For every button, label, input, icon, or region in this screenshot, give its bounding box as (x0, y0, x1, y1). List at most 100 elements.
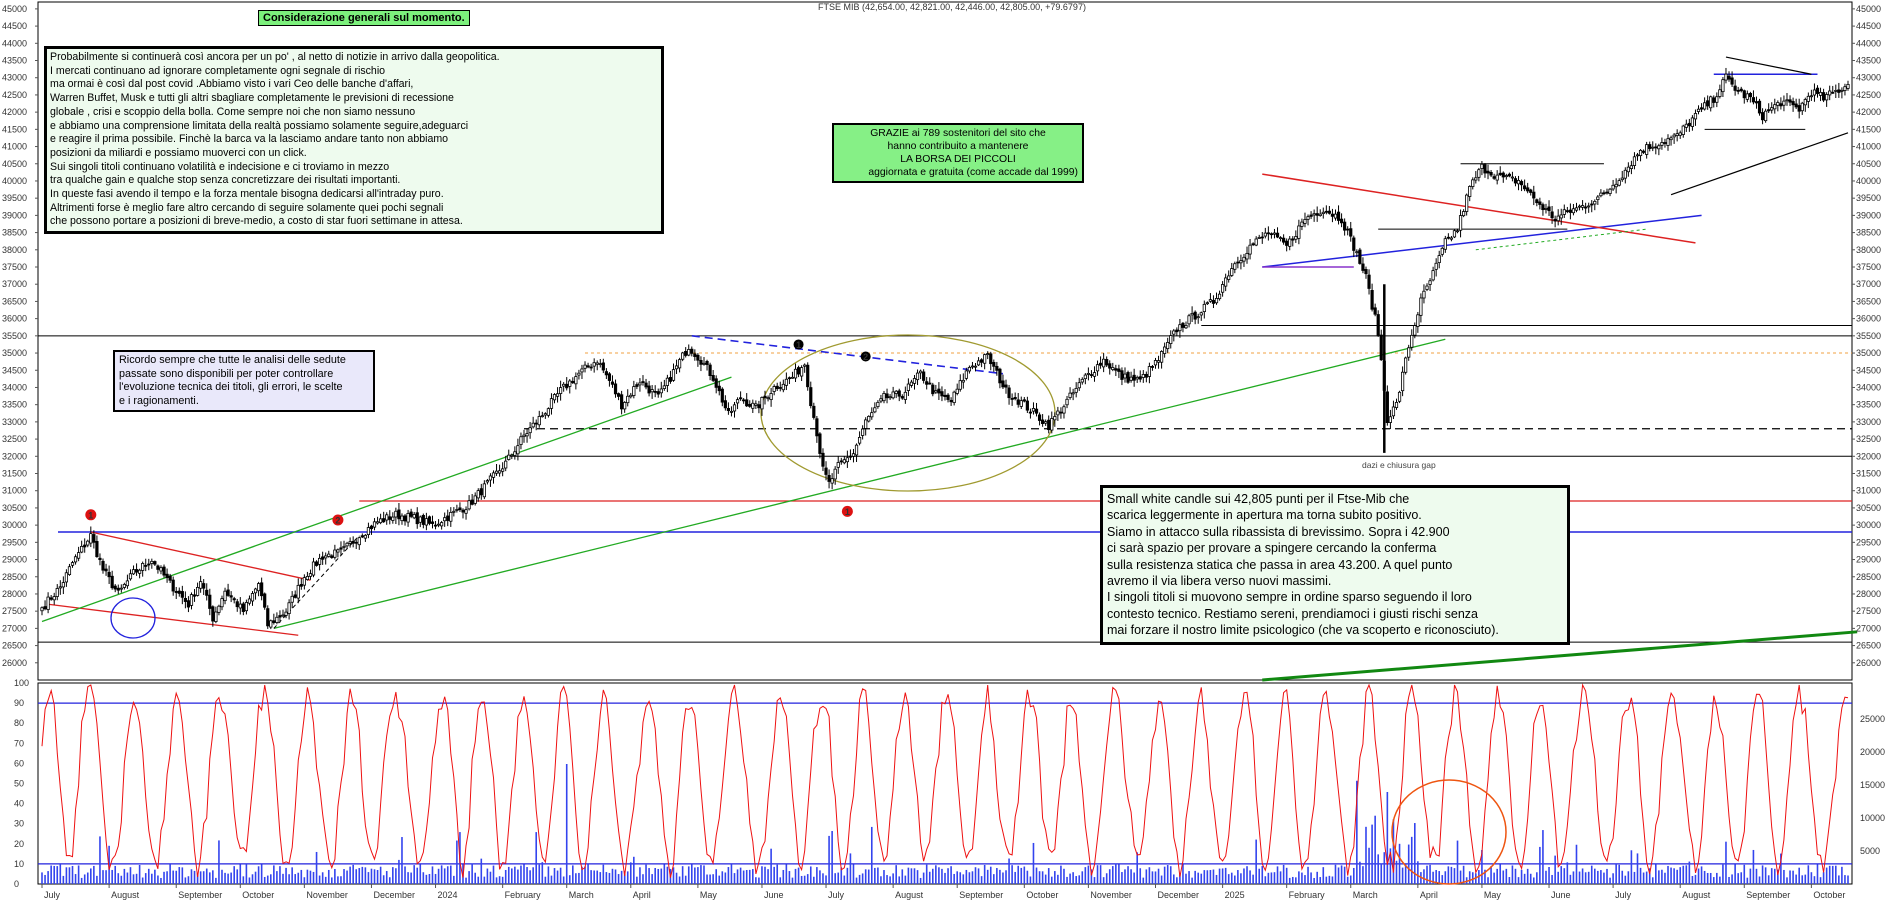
candle-body (839, 460, 843, 463)
volume-bar (977, 868, 980, 884)
candle-body (922, 371, 926, 381)
volume-bar (520, 865, 522, 884)
candle-body (202, 583, 206, 589)
volume-bar (633, 856, 635, 884)
candle-body (290, 595, 294, 603)
volume-bar (331, 877, 333, 884)
volume-bar (1734, 864, 1736, 884)
candle-body (330, 555, 334, 559)
volume-bar (1685, 865, 1688, 884)
volume-bar (44, 874, 46, 884)
candle-body (552, 394, 557, 401)
candle-body (95, 541, 99, 558)
price-tick-label-right: 34500 (1856, 365, 1881, 375)
candle-body (1138, 376, 1142, 380)
candle-body (1153, 360, 1158, 366)
volume-bar (791, 877, 794, 884)
candle-body (1217, 293, 1222, 300)
candle-body (144, 564, 148, 567)
green-long-term-trend (1262, 630, 1858, 682)
candle-body (1397, 391, 1402, 402)
candle-body (1477, 169, 1481, 178)
candle-body (1166, 342, 1170, 350)
candle-body (1413, 325, 1417, 336)
candle-body (1617, 180, 1621, 186)
candle-body (1037, 414, 1042, 421)
candle-body (153, 561, 157, 565)
candle-body (1071, 392, 1075, 395)
volume-bar (1331, 876, 1334, 884)
volume-bar (1813, 876, 1816, 884)
volume-bar (1069, 873, 1071, 884)
volume-bar (117, 873, 120, 884)
volume-bar (1102, 877, 1105, 884)
volume-bar (398, 859, 400, 884)
price-tick-label-left: 41500 (2, 124, 27, 134)
volume-bar (65, 867, 68, 884)
volume-bar (151, 873, 153, 884)
volume-bar (584, 866, 586, 884)
candle-body (931, 384, 935, 395)
volume-bar (446, 866, 449, 884)
month-label: September (178, 890, 222, 900)
candle-body (720, 388, 724, 403)
volume-bar (1307, 866, 1309, 884)
candle-body (934, 390, 938, 393)
candle-body (1632, 156, 1637, 166)
candle-body (217, 605, 221, 613)
volume-bar (157, 875, 159, 884)
volume-bar (1160, 875, 1163, 884)
candle-body (1593, 200, 1597, 205)
candle-body (1623, 169, 1627, 179)
candle-body (647, 385, 651, 394)
price-tick-label-left: 36500 (2, 296, 27, 306)
volume-bar (1767, 875, 1770, 884)
price-tick-label-right: 30500 (1856, 503, 1881, 513)
volume-bar (1539, 846, 1541, 884)
volume-bar (361, 866, 364, 884)
candle-body (116, 587, 120, 591)
volume-bar (56, 866, 59, 884)
candle-body (711, 375, 715, 381)
volume-bar (1072, 872, 1074, 884)
volume-bar (1023, 866, 1026, 884)
month-label: June (764, 890, 784, 900)
volume-bar (1352, 867, 1355, 884)
candle-body (1544, 207, 1548, 210)
blue-dashed-downtrend (691, 335, 1004, 375)
volume-bar (748, 869, 751, 884)
price-tick-label-left: 32000 (2, 451, 27, 461)
candle-body (1327, 210, 1331, 214)
volume-bar (840, 867, 843, 884)
month-label: August (895, 890, 924, 900)
candle-body (766, 397, 770, 400)
candle-body (1031, 408, 1036, 412)
volume-bar (1575, 844, 1578, 884)
candle-body (141, 563, 145, 571)
volume-bar (1792, 870, 1794, 884)
volume-bar (776, 864, 779, 884)
candle-body (263, 593, 267, 608)
volume-bar (886, 875, 888, 884)
volume-bar (1755, 868, 1758, 884)
candle-body (1681, 125, 1685, 135)
candle-body (449, 511, 453, 522)
candle-body (1712, 97, 1716, 103)
candle-body (604, 371, 608, 376)
candle-body (1159, 351, 1164, 363)
candle-body (1245, 253, 1249, 260)
volume-bar (1139, 868, 1142, 884)
volume-bar (1285, 867, 1288, 884)
volume-bar (968, 872, 971, 884)
volume-bar (1648, 868, 1651, 884)
candle-body (1565, 210, 1569, 213)
candle-body (1208, 299, 1213, 302)
volume-bar (1709, 872, 1712, 884)
candle-body (1150, 366, 1155, 368)
price-tick-label-left: 40000 (2, 176, 27, 186)
marker-circle (860, 351, 871, 362)
green-dotted-trend (1475, 228, 1647, 251)
volume-bar (1127, 866, 1129, 884)
volume-bar (1240, 873, 1242, 884)
candle-body (1791, 101, 1795, 106)
